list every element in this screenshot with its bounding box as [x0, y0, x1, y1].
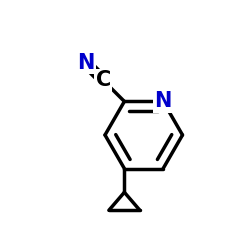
Text: C: C [96, 70, 111, 90]
Text: N: N [77, 52, 94, 72]
Text: N: N [154, 92, 172, 112]
